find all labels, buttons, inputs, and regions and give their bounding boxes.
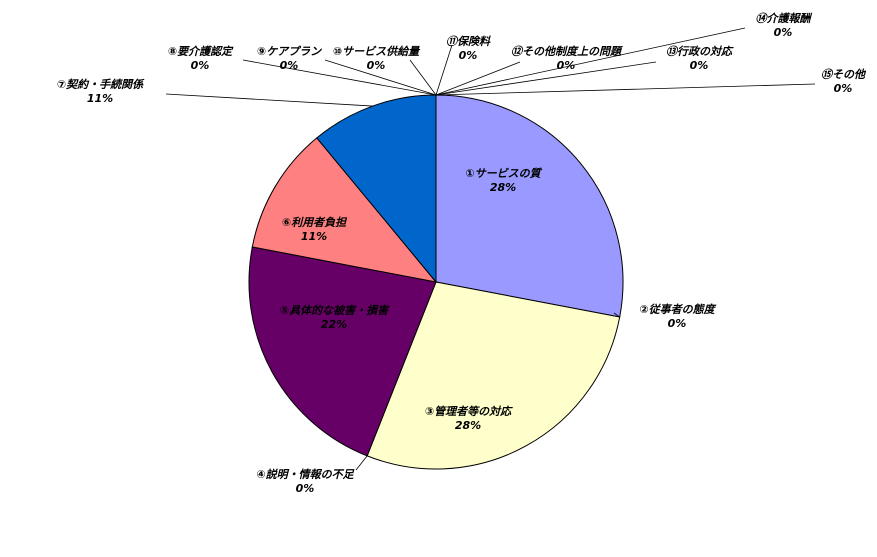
slice-6 xyxy=(251,137,438,283)
slice-1 xyxy=(435,94,624,318)
slice-9-percent-label: 0% xyxy=(280,59,299,72)
slice-13-percent-label: 0% xyxy=(690,59,709,72)
slice-12-label: ⑫その他制度上の問題 xyxy=(511,45,623,58)
slice-4-leader-line xyxy=(355,455,368,471)
slice-11-leader-line xyxy=(435,44,453,96)
slice-8-percent-label: 0% xyxy=(191,59,210,72)
slice-2-label: ②従事者の態度 xyxy=(639,303,716,316)
slice-3-percent-label: 28% xyxy=(455,419,481,432)
slice-14-label: ⑭介護報酬 xyxy=(756,12,813,25)
slice-3 xyxy=(366,281,621,470)
slice-4-percent-label: 0% xyxy=(296,482,315,495)
slice-8-leader-line xyxy=(242,59,437,96)
slice-7 xyxy=(316,94,437,284)
slice-12-percent-label: 0% xyxy=(557,59,576,72)
slice-10-leader-line xyxy=(409,59,437,96)
slice-7-leader-line xyxy=(165,93,373,107)
slice-1-percent-label: 28% xyxy=(490,181,516,194)
slice-7-percent-label: 11% xyxy=(87,92,113,105)
slice-6-label: ⑥利用者負担 xyxy=(282,216,348,229)
slice-13-label: ⑬行政の対応 xyxy=(666,45,734,58)
slice-15-leader-line xyxy=(435,83,816,96)
slice-9-label: ⑨ケアプラン xyxy=(257,45,322,58)
slice-2-percent-label: 0% xyxy=(668,317,687,330)
slice-11-label: ⑪保険料 xyxy=(446,35,491,48)
slice-14-percent-label: 0% xyxy=(774,26,793,39)
slice-5-percent-label: 22% xyxy=(321,318,347,331)
slice-4-label: ④説明・情報の不足 xyxy=(256,468,354,481)
slice-5-label: ⑤具体的な被害・損害 xyxy=(280,304,390,317)
slice-6-percent-label: 11% xyxy=(301,230,327,243)
slice-8-label: ⑧要介護認定 xyxy=(168,45,234,58)
slice-11-percent-label: 0% xyxy=(459,49,478,62)
slice-5 xyxy=(248,246,437,457)
slice-3-label: ③管理者等の対応 xyxy=(425,405,513,418)
slice-10-label: ⑩サービス供給量 xyxy=(333,45,421,58)
slice-9-leader-line xyxy=(324,59,437,96)
slice-15-label: ⑮その他 xyxy=(821,68,867,81)
slice-7-label: ⑦契約・手続関係 xyxy=(57,78,145,91)
slice-14-leader-line xyxy=(435,27,746,96)
slice-13-leader-line xyxy=(435,61,657,96)
slice-15-percent-label: 0% xyxy=(834,82,853,95)
slice-10-percent-label: 0% xyxy=(367,59,386,72)
slice-1-label: ①サービスの質 xyxy=(465,167,542,180)
slice-12-leader-line xyxy=(435,61,521,96)
